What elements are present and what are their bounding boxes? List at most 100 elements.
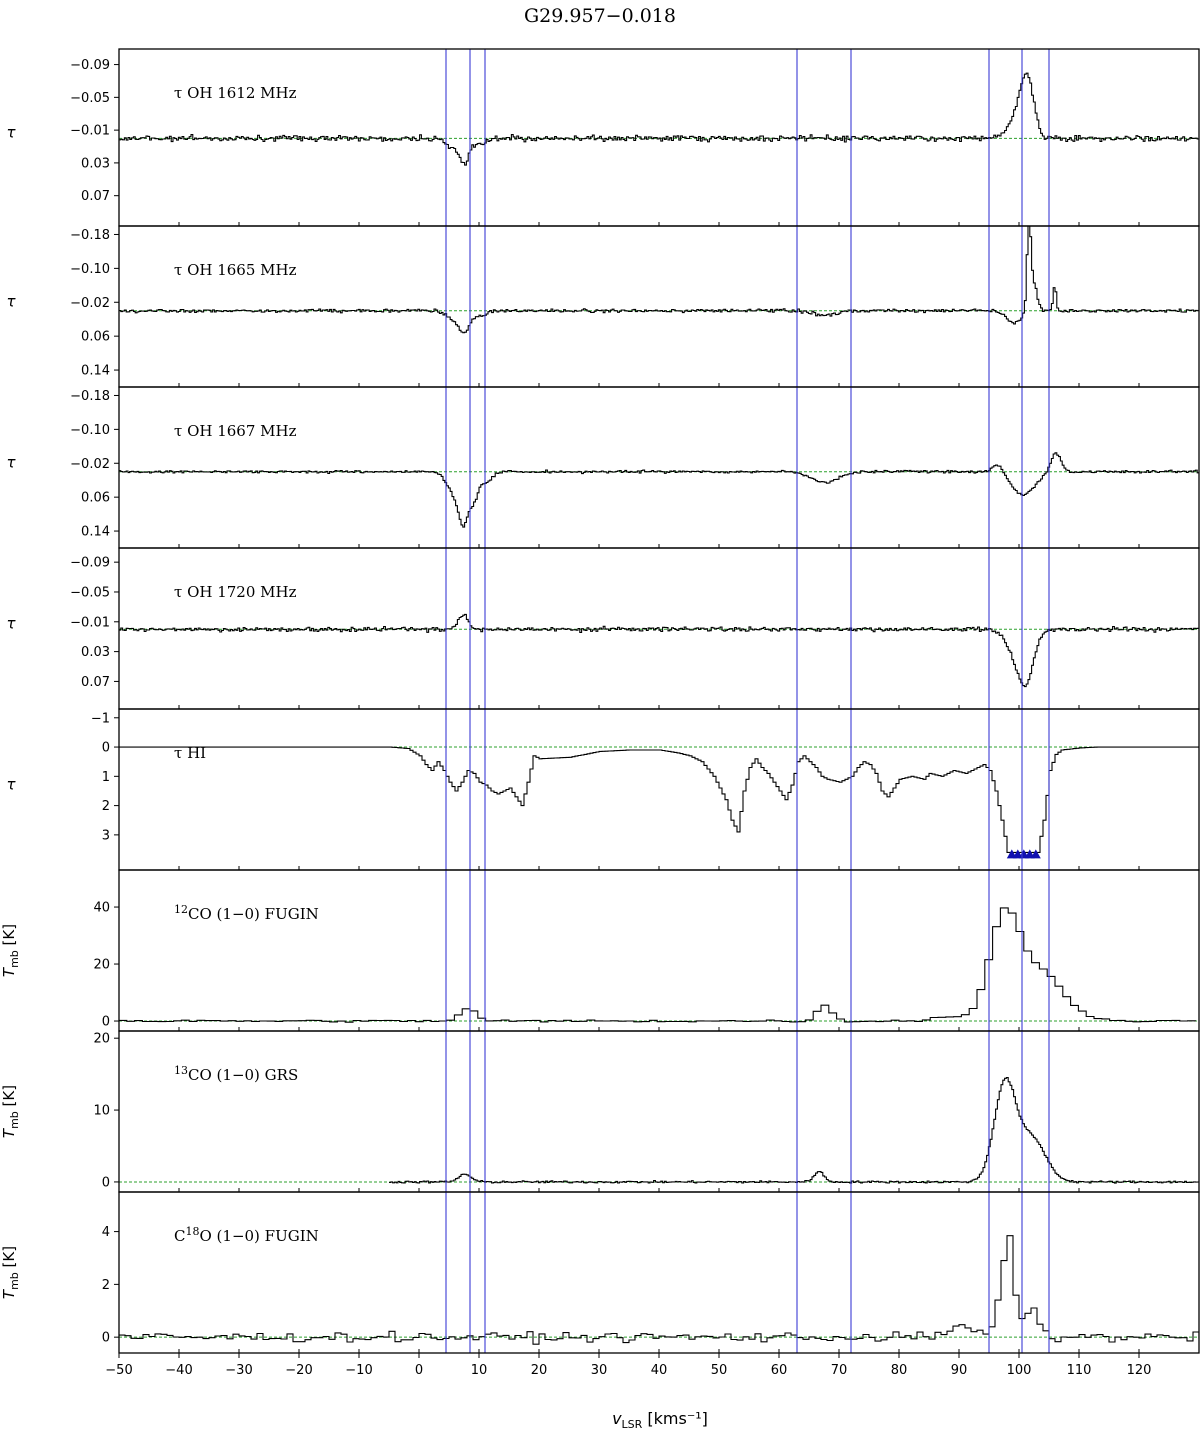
panel-label: τ OH 1667 MHz	[174, 422, 297, 440]
y-tick-label: 0.14	[81, 364, 110, 379]
y-tick-label: −0.18	[70, 389, 110, 404]
y-tick-label: −0.02	[70, 296, 110, 311]
spectrum-line	[119, 1235, 1199, 1345]
x-tick-label: 120	[1127, 1363, 1152, 1378]
y-tick-label: 40	[93, 901, 110, 916]
spectrum-line	[119, 72, 1199, 166]
y-tick-label: 20	[93, 958, 110, 973]
x-tick-label: −40	[165, 1363, 192, 1378]
y-axis-label: Tmb [K]	[0, 1085, 21, 1138]
y-tick-label: −0.09	[70, 556, 110, 571]
panel-frame	[118, 1030, 1200, 1193]
y-tick-label: −0.05	[70, 585, 110, 600]
series-group	[119, 452, 1199, 528]
y-tick-label: 10	[93, 1104, 110, 1119]
spectrum-panel-4: −0.09 −0.05 −0.01 0.03 0.07 τ τ OH 1720 MHz	[6, 547, 1200, 710]
spectrum-line	[119, 613, 1199, 688]
y-tick-label: 1	[102, 770, 110, 785]
y-tick-label: 2	[102, 799, 110, 814]
series-group	[389, 1077, 1199, 1184]
x-tick-label: −30	[225, 1363, 252, 1378]
x-tick-label: 110	[1067, 1363, 1092, 1378]
y-tick-label: −0.18	[70, 228, 110, 243]
y-tick-label: 0	[102, 1015, 110, 1030]
spectrum-panel-2: −0.18 −0.10 −0.02 0.06 0.14 τ τ OH 1665 MHz	[6, 225, 1200, 388]
panel-label: 13CO (1−0) GRS	[174, 1064, 298, 1084]
y-tick-label: 0.03	[81, 156, 110, 171]
panel-label: τ OH 1612 MHz	[174, 84, 297, 102]
panel-label: τ OH 1720 MHz	[174, 583, 297, 601]
x-tick-label: 20	[531, 1363, 548, 1378]
panel-label: τ OH 1665 MHz	[174, 261, 297, 279]
panel-frame	[118, 1191, 1200, 1354]
y-axis-label: τ	[6, 124, 16, 142]
spectrum-panel-5: −1 0 1 2 3 τ τ HI	[6, 708, 1200, 871]
y-tick-label: 4	[102, 1225, 110, 1240]
y-tick-label: 0.06	[81, 491, 110, 506]
x-tick-label: 70	[831, 1363, 848, 1378]
spectrum-panel-7: 0 10 20 Tmb [K] 13CO (1−0) GRS	[0, 1030, 1200, 1193]
y-tick-label: 0.14	[81, 525, 110, 540]
x-tick-label: 60	[771, 1363, 788, 1378]
y-tick-label: −0.10	[70, 262, 110, 277]
x-axis-label: vLSR [kms⁻¹]	[612, 1409, 708, 1430]
y-tick-label: 0	[102, 741, 110, 756]
spectrum-panel-6: 0 20 40 Tmb [K] 12CO (1−0) FUGIN	[0, 869, 1200, 1032]
y-axis-label: τ	[6, 293, 16, 311]
panel-frame	[118, 869, 1200, 1032]
x-tick-label: 10	[471, 1363, 488, 1378]
spectrum-line	[119, 907, 1196, 1023]
panel-label: C18O (1−0) FUGIN	[174, 1225, 319, 1245]
panel-label: τ HI	[174, 744, 206, 762]
saturation-marker	[1030, 849, 1041, 859]
panel-frame	[118, 225, 1200, 388]
panel-frame	[118, 386, 1200, 549]
series-group	[119, 226, 1199, 334]
y-tick-label: 0	[102, 1175, 110, 1190]
y-tick-label: 2	[102, 1278, 110, 1293]
spectrum-line	[119, 226, 1199, 334]
y-tick-label: −0.05	[70, 91, 110, 106]
y-axis-label: Tmb [K]	[0, 924, 21, 977]
y-tick-label: −0.02	[70, 457, 110, 472]
y-axis-label: Tmb [K]	[0, 1246, 21, 1299]
series-group	[119, 72, 1199, 166]
x-axis: −50 −40 −30 −20 −10 0 10 20 30 40 50 60 70 80 90 100 110…	[105, 1353, 1151, 1378]
spectrum-line	[119, 746, 1199, 853]
series-group	[119, 613, 1199, 688]
x-tick-label: 50	[711, 1363, 728, 1378]
spectrum-line	[389, 1077, 1199, 1184]
series-group	[119, 907, 1196, 1023]
y-tick-label: −0.01	[70, 124, 110, 139]
y-tick-label: 0.07	[81, 675, 110, 690]
y-tick-label: −1	[91, 711, 110, 726]
y-tick-label: 0.06	[81, 330, 110, 345]
spectrum-panel-8: 0 2 4 Tmb [K] C18O (1−0) FUGIN	[0, 1191, 1200, 1354]
x-tick-label: −10	[345, 1363, 372, 1378]
x-tick-label: 30	[591, 1363, 608, 1378]
figure-title: G29.957−0.018	[524, 5, 676, 27]
y-tick-label: 0.03	[81, 645, 110, 660]
series-group	[119, 1235, 1199, 1345]
x-tick-label: 40	[651, 1363, 668, 1378]
x-tick-label: 100	[1007, 1363, 1032, 1378]
y-axis-label: τ	[6, 454, 16, 472]
y-tick-label: 0.07	[81, 189, 110, 204]
y-tick-label: 3	[102, 828, 110, 843]
y-tick-label: 20	[93, 1032, 110, 1047]
series-group	[119, 746, 1199, 859]
x-tick-label: −50	[105, 1363, 132, 1378]
y-tick-label: −0.10	[70, 423, 110, 438]
y-tick-label: −0.01	[70, 615, 110, 630]
panel-frame	[118, 708, 1200, 871]
spectrum-line	[119, 452, 1199, 528]
x-tick-label: 80	[891, 1363, 908, 1378]
x-tick-label: −20	[285, 1363, 312, 1378]
spectrum-panel-1: −0.09 −0.05 −0.01 0.03 0.07 τ τ OH 1612 MHz	[6, 48, 1200, 227]
panels-group: −0.09 −0.05 −0.01 0.03 0.07 τ τ OH 1612 MHz −0.…	[0, 48, 1200, 1354]
panel-label: 12CO (1−0) FUGIN	[174, 903, 319, 923]
spectrum-panel-3: −0.18 −0.10 −0.02 0.06 0.14 τ τ OH 1667 MHz	[6, 386, 1200, 549]
y-tick-label: 0	[102, 1331, 110, 1346]
y-axis-label: τ	[6, 615, 16, 633]
